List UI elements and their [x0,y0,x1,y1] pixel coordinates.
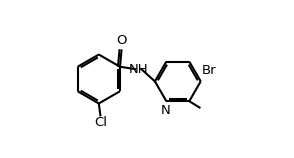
Text: N: N [161,104,171,117]
Text: O: O [117,34,127,47]
Text: Br: Br [202,64,217,77]
Text: Cl: Cl [94,116,107,129]
Text: NH: NH [128,63,148,76]
